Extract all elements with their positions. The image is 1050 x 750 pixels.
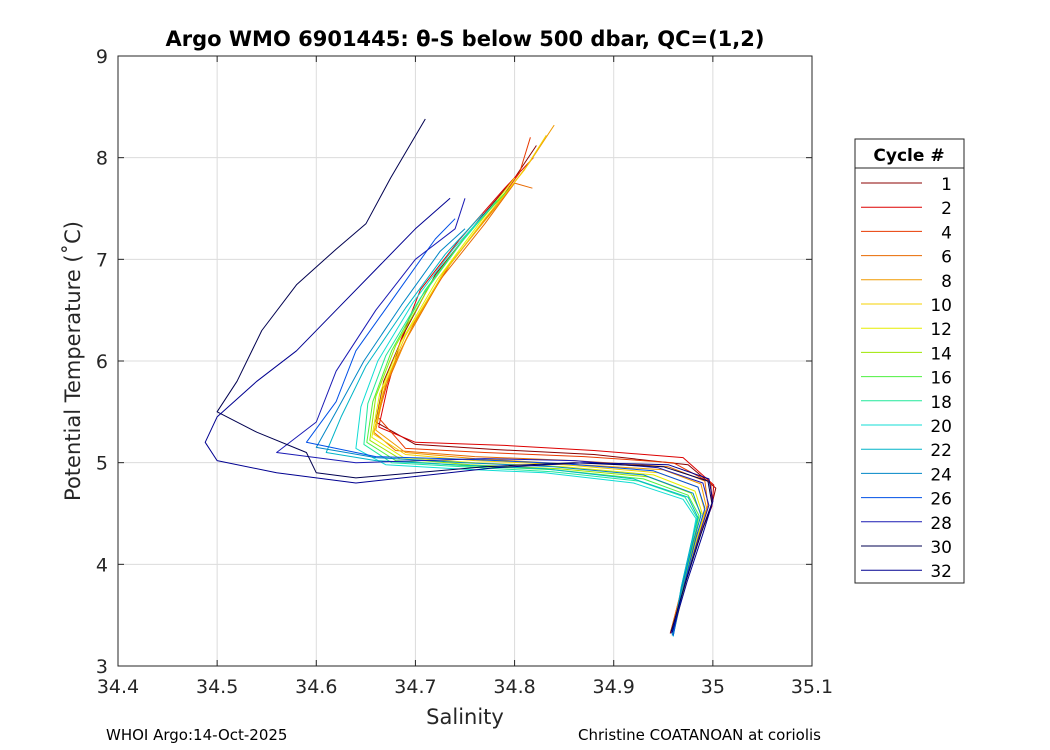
legend-label-cycle-26: 26 [930, 490, 952, 510]
legend-label-cycle-14: 14 [930, 344, 952, 364]
series-line-cycle-22 [325, 213, 699, 637]
series-line-cycle-10 [373, 135, 706, 634]
legend-label-cycle-32: 32 [930, 562, 952, 582]
x-tick-label: 34.5 [196, 676, 238, 698]
x-tick-label: 34.9 [593, 676, 635, 698]
legend-label-cycle-4: 4 [941, 223, 952, 243]
legend-label-cycle-10: 10 [930, 296, 952, 316]
legend-title: Cycle # [873, 146, 944, 166]
series-line-cycle-30 [216, 118, 713, 632]
x-tick-label: 35 [701, 676, 725, 698]
legend-label-cycle-24: 24 [930, 465, 952, 485]
legend-label-cycle-18: 18 [930, 393, 952, 413]
footer-right: Christine COATANOAN at coriolis [578, 726, 821, 744]
y-tick-label: 3 [96, 656, 108, 678]
legend-box [854, 138, 965, 584]
legend-label-cycle-28: 28 [930, 514, 952, 534]
x-tick-label: 34.4 [97, 676, 139, 698]
y-tick-label: 8 [96, 148, 108, 170]
plot-area: 34.4 34.5 34.6 34.7 34.8 34.9 35 35.1 3 4 5 6 7 8 9 [96, 46, 833, 698]
x-axis-ticks: 34.4 34.5 34.6 34.7 34.8 34.9 35 35.1 [97, 56, 833, 698]
legend-label-cycle-2: 2 [941, 199, 952, 219]
legend-label-cycle-6: 6 [941, 248, 952, 268]
chart-title: Argo WMO 6901445: θ-S below 500 dbar, QC… [166, 27, 765, 51]
legend-label-cycle-20: 20 [930, 417, 952, 437]
legend-label-cycle-30: 30 [930, 538, 952, 558]
x-tick-label: 34.8 [493, 676, 535, 698]
y-tick-label: 4 [96, 554, 108, 576]
legend-label-cycle-12: 12 [930, 320, 952, 340]
y-tick-label: 5 [96, 453, 108, 475]
y-tick-label: 7 [96, 249, 108, 271]
series-line-cycle-32 [204, 197, 714, 633]
series-line-cycle-28 [276, 198, 710, 634]
legend-label-cycle-16: 16 [930, 369, 952, 389]
x-tick-label: 35.1 [791, 676, 833, 698]
y-axis-label: Potential Temperature (˚C) [61, 221, 85, 501]
series-line-cycle-26 [305, 218, 706, 636]
y-tick-label: 9 [96, 46, 108, 68]
y-tick-label: 6 [96, 351, 108, 373]
legend-label-cycle-8: 8 [941, 272, 952, 292]
series-line-cycle-24 [315, 228, 702, 636]
y-axis-ticks: 3 4 5 6 7 8 9 [96, 46, 812, 678]
series-layer [204, 118, 717, 637]
footer-left: WHOI Argo:14-Oct-2025 [106, 726, 288, 744]
legend-label-cycle-1: 1 [941, 175, 952, 195]
x-axis-label: Salinity [426, 705, 504, 729]
x-tick-label: 34.7 [394, 676, 436, 698]
x-tick-label: 34.6 [295, 676, 337, 698]
legend-label-cycle-22: 22 [930, 441, 952, 461]
